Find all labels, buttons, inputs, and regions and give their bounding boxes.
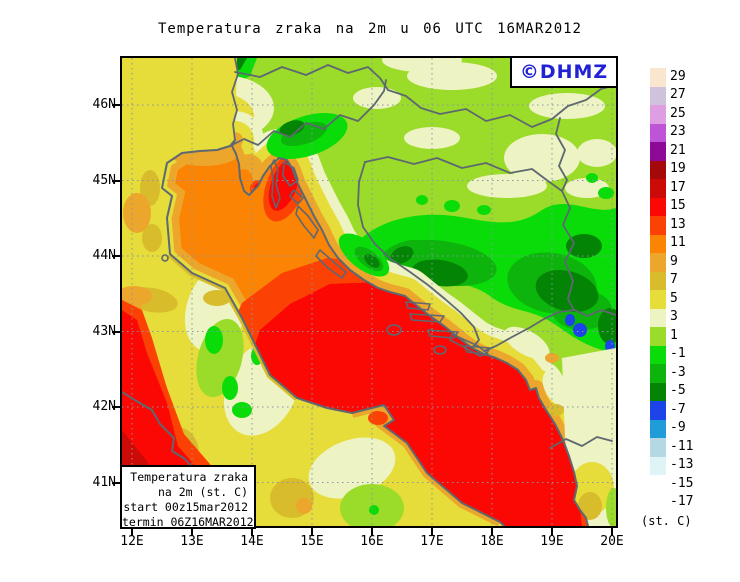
color-scale-swatch: [650, 438, 666, 457]
color-scale-swatch: [650, 475, 666, 494]
color-scale-value: 17: [670, 179, 686, 195]
color-scale-value: 19: [670, 161, 686, 176]
lon-tick-mark: [371, 528, 373, 536]
map-title: Temperatura zraka na 2m u 06 UTC 16MAR20…: [157, 21, 582, 37]
lat-tick-label: 45N: [92, 172, 116, 188]
run-info-box: Temperatura zraka na 2m (st. C) start 00…: [120, 465, 256, 529]
color-scale-swatch: [650, 86, 666, 105]
lat-tick-mark: [112, 104, 120, 106]
color-scale-swatch: [650, 456, 666, 475]
lon-tick-mark: [191, 528, 193, 536]
info-line-start: start 00z15mar2012: [123, 500, 248, 514]
lat-tick-mark: [112, 179, 120, 182]
color-scale-value: -17: [670, 494, 694, 509]
color-scale-swatch: [650, 234, 666, 253]
lat-tick-mark: [112, 481, 120, 484]
country-borders: [229, 58, 616, 449]
color-scale-value: 23: [670, 124, 686, 139]
lon-tick-label: 13E: [180, 534, 204, 549]
color-scale-swatch: [650, 419, 666, 438]
lon-tick-label: 16E: [360, 534, 384, 549]
color-scale-value: 5: [670, 290, 678, 306]
color-scale-value: 25: [670, 105, 686, 121]
color-scale-swatch: [650, 308, 666, 327]
info-line-termin: termin 06Z16MAR2012: [122, 515, 254, 529]
lon-tick-label: 15E: [300, 534, 324, 549]
lon-tick-label: 12E: [120, 534, 144, 549]
color-scale-swatch: [650, 216, 666, 235]
color-scale-swatch: [650, 401, 666, 420]
lon-tick-mark: [431, 528, 433, 536]
color-scale-swatch: [650, 179, 666, 198]
lat-tick-label: 42N: [92, 399, 116, 414]
temperature-field: [122, 58, 616, 526]
temperature-field-map: [122, 58, 616, 526]
map-area: [120, 56, 618, 528]
color-scale-value: 11: [670, 235, 686, 250]
pale-inland-patches: [353, 58, 616, 198]
lika-mountains: [266, 112, 390, 277]
color-scale-swatch: [650, 197, 666, 216]
color-scale-swatch: [650, 290, 666, 309]
color-scale-swatch: [650, 68, 666, 87]
color-scale-swatch: [650, 327, 666, 346]
lon-tick-label: 17E: [420, 534, 444, 549]
lat-tick-mark: [112, 330, 120, 333]
color-scale-value: -11: [670, 438, 694, 454]
color-scale-value: -13: [670, 457, 694, 472]
color-scale-value: 15: [670, 198, 686, 213]
info-line-parameter: Temperatura zraka: [130, 470, 248, 484]
lon-tick-label: 18E: [480, 534, 504, 549]
color-scale-value: -5: [670, 383, 686, 398]
color-scale-value: 9: [670, 253, 678, 269]
color-scale-value: -1: [670, 346, 686, 361]
color-scale-value: 1: [670, 327, 678, 343]
scale-unit-label: (st. C): [641, 514, 692, 528]
color-scale-swatch: [650, 364, 666, 383]
graticule-grid: [122, 58, 616, 526]
lon-tick-mark: [491, 528, 493, 536]
lat-tick-mark: [112, 255, 120, 257]
lon-tick-mark: [611, 528, 613, 536]
lon-tick-label: 20E: [600, 534, 624, 549]
color-scale-value: -15: [670, 475, 694, 491]
color-scale-swatch: [650, 253, 666, 272]
color-scale-value: 29: [670, 68, 686, 84]
dhmz-watermark-box: ©DHMZ: [510, 56, 618, 88]
lon-tick-mark: [251, 528, 253, 536]
lat-tick-mark: [112, 406, 120, 408]
color-scale-value: 21: [670, 142, 686, 158]
color-scale-swatch: [650, 271, 666, 290]
color-scale-value: -7: [670, 401, 686, 417]
lon-tick-label: 14E: [240, 534, 264, 549]
dhmz-logo-text: ©DHMZ: [519, 61, 609, 83]
color-scale-swatch: [650, 382, 666, 401]
color-scale-swatch: [650, 105, 666, 124]
color-scale-value: 3: [670, 309, 678, 324]
lon-tick-mark: [551, 528, 553, 536]
color-scale-value: -9: [670, 420, 686, 435]
color-scale-swatch: [650, 142, 666, 161]
color-scale-value: 27: [670, 87, 686, 102]
color-scale-value: -3: [670, 364, 686, 380]
green-spots-east: [416, 173, 614, 215]
lat-tick-label: 44N: [92, 248, 116, 263]
lat-tick-label: 41N: [92, 474, 116, 490]
color-scale-swatch: [650, 160, 666, 179]
color-scale-value: 7: [670, 272, 678, 287]
color-scale-swatch: [650, 345, 666, 364]
islands: [161, 159, 491, 357]
color-scale-swatch: [650, 123, 666, 142]
lat-tick-label: 46N: [92, 97, 116, 112]
color-scale-value: 13: [670, 216, 686, 232]
lon-tick-label: 19E: [540, 534, 564, 549]
lat-tick-label: 43N: [92, 323, 116, 339]
lon-tick-mark: [131, 528, 133, 536]
lon-tick-mark: [311, 528, 313, 536]
info-line-level: na 2m (st. C): [157, 485, 248, 499]
